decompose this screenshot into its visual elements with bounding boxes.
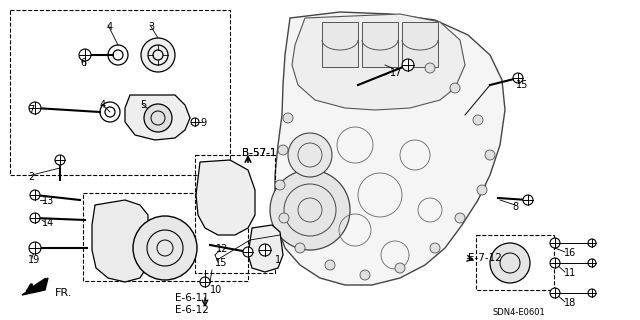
Circle shape — [455, 213, 465, 223]
Circle shape — [30, 190, 40, 200]
Text: 19: 19 — [28, 255, 40, 265]
Circle shape — [425, 63, 435, 73]
Polygon shape — [248, 225, 283, 272]
Bar — [195, 155, 275, 273]
Text: 4: 4 — [100, 100, 106, 110]
Polygon shape — [92, 200, 148, 282]
Text: 9: 9 — [200, 118, 206, 128]
Text: 4: 4 — [107, 22, 113, 32]
Bar — [476, 235, 554, 290]
Text: 10: 10 — [210, 285, 222, 295]
Bar — [362, 22, 398, 67]
Text: FR.: FR. — [55, 288, 72, 298]
Polygon shape — [275, 12, 505, 285]
Text: 7: 7 — [28, 105, 35, 115]
Circle shape — [485, 150, 495, 160]
Circle shape — [473, 115, 483, 125]
Text: 2: 2 — [28, 172, 35, 182]
Circle shape — [191, 118, 199, 126]
Circle shape — [395, 263, 405, 273]
Circle shape — [283, 113, 293, 123]
Text: 5: 5 — [140, 100, 147, 110]
Text: E-6-11: E-6-11 — [175, 293, 209, 303]
Circle shape — [402, 59, 414, 71]
Circle shape — [450, 83, 460, 93]
Text: 1: 1 — [275, 255, 281, 265]
Text: 12: 12 — [216, 244, 228, 254]
Text: 15: 15 — [215, 258, 227, 268]
Circle shape — [55, 155, 65, 165]
Text: 6: 6 — [80, 58, 86, 68]
Circle shape — [30, 213, 40, 223]
Bar — [10, 10, 230, 175]
Text: E-6-12: E-6-12 — [175, 305, 209, 315]
Text: 15: 15 — [516, 80, 529, 90]
Circle shape — [295, 243, 305, 253]
Circle shape — [588, 239, 596, 247]
Circle shape — [588, 259, 596, 267]
Circle shape — [550, 258, 560, 268]
Circle shape — [278, 145, 288, 155]
Bar — [402, 22, 438, 67]
Circle shape — [279, 213, 289, 223]
Text: 11: 11 — [564, 268, 576, 278]
Circle shape — [325, 260, 335, 270]
Circle shape — [79, 49, 91, 61]
Circle shape — [477, 185, 487, 195]
Circle shape — [144, 104, 172, 132]
Circle shape — [270, 170, 350, 250]
Circle shape — [588, 289, 596, 297]
Circle shape — [259, 244, 271, 256]
Text: E-7-12: E-7-12 — [468, 253, 502, 263]
Text: B-57-1: B-57-1 — [242, 148, 276, 158]
Circle shape — [275, 180, 285, 190]
Text: B-57-1: B-57-1 — [242, 148, 276, 158]
Circle shape — [430, 243, 440, 253]
Circle shape — [288, 133, 332, 177]
Circle shape — [200, 277, 210, 287]
Text: 3: 3 — [148, 22, 154, 32]
Bar — [83, 193, 248, 281]
Circle shape — [141, 38, 175, 72]
Circle shape — [29, 242, 41, 254]
Circle shape — [133, 216, 197, 280]
Circle shape — [243, 247, 253, 257]
Text: 17: 17 — [390, 68, 403, 78]
Text: 18: 18 — [564, 298, 576, 308]
Circle shape — [490, 243, 530, 283]
Polygon shape — [292, 14, 465, 110]
Text: 14: 14 — [42, 218, 54, 228]
Circle shape — [360, 270, 370, 280]
Polygon shape — [22, 278, 48, 295]
Text: SDN4-E0601: SDN4-E0601 — [492, 308, 545, 317]
Polygon shape — [196, 160, 255, 235]
Polygon shape — [125, 95, 190, 140]
Circle shape — [550, 288, 560, 298]
Circle shape — [29, 102, 41, 114]
Text: 16: 16 — [564, 248, 576, 258]
Bar — [322, 22, 358, 67]
Circle shape — [550, 238, 560, 248]
Text: 13: 13 — [42, 196, 54, 206]
Circle shape — [513, 73, 523, 83]
Circle shape — [523, 195, 533, 205]
Text: 8: 8 — [512, 202, 518, 212]
